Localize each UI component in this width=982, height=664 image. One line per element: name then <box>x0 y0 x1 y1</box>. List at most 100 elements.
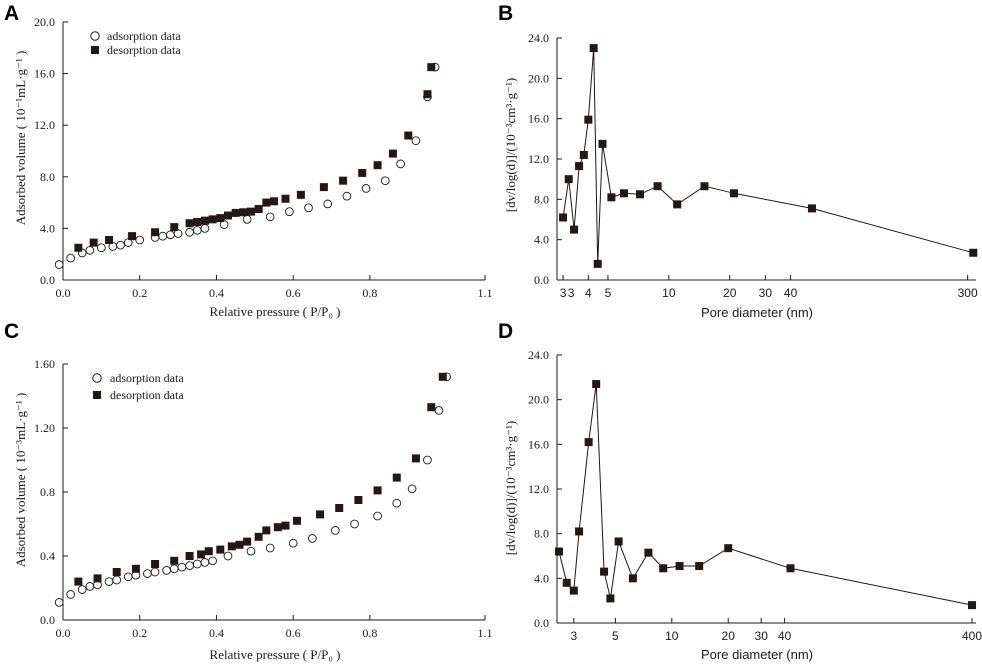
legend-label-adsorption: adsorption data <box>110 371 184 385</box>
y-tick-label: 0.0 <box>40 613 55 627</box>
x-tick-label: 4 <box>585 286 592 300</box>
y-axis-label: Adsorbed volume ( 10⁻¹mL·g⁻¹ ) <box>13 51 28 226</box>
x-tick-label: 0.2 <box>132 626 147 640</box>
data-point-desorption <box>316 510 325 519</box>
data-point-desorption <box>239 208 248 217</box>
data-point-desorption <box>151 560 160 568</box>
data-point-adsorption <box>407 484 417 494</box>
y-tick-label: 12.0 <box>528 482 549 496</box>
x-tick-label: 400 <box>962 629 982 643</box>
data-point-desorption <box>373 486 382 495</box>
data-point <box>673 200 682 209</box>
x-tick-label: 0.2 <box>132 286 147 300</box>
x-tick-label: 0.6 <box>286 286 301 300</box>
y-tick-label: 20.0 <box>528 71 549 85</box>
data-point-desorption <box>105 236 114 245</box>
data-point-adsorption <box>242 215 252 224</box>
plot-area: 0.0 4.0 8.0 12.0 16.0 20.0 0.0 0.2 0.4 0.6 0.8 1.1 <box>34 15 493 300</box>
y-tick-label: 12.0 <box>528 152 549 166</box>
data-point-adsorption <box>223 551 233 561</box>
x-tick-label: 1.1 <box>478 626 493 640</box>
legend-marker-adsorption <box>90 31 100 41</box>
data-point <box>589 44 598 53</box>
y-tick-label: 24.0 <box>528 348 549 362</box>
plot-area: 0.0 4.0 8.0 12.0 16.0 20.0 24.0 3 5 10 20 30 40 400 <box>528 348 982 643</box>
x-tick-label: 10 <box>662 286 676 300</box>
data-point-desorption <box>170 556 179 565</box>
data-point-desorption <box>392 473 401 482</box>
data-point-desorption <box>216 545 225 554</box>
data-point-adsorption <box>97 243 106 253</box>
data-point <box>968 601 977 610</box>
x-axis-label: Pore diameter (nm) <box>701 647 813 662</box>
data-point-adsorption <box>411 136 421 146</box>
data-point-desorption <box>131 564 140 573</box>
y-tick-label: 20.0 <box>34 15 55 29</box>
data-point-adsorption <box>323 199 333 209</box>
x-tick-label: 40 <box>778 629 792 643</box>
data-point-desorption <box>227 542 236 551</box>
panel-letter: C <box>4 320 19 343</box>
panel-d: D [dv/log(d)]/(10⁻³cm³·g⁻¹) Pore diamete… <box>498 320 982 662</box>
data-point-adsorption <box>143 569 152 578</box>
data-point-desorption <box>388 149 397 158</box>
data-point <box>675 562 684 571</box>
data-point-desorption <box>197 550 206 559</box>
data-point-adsorption <box>284 207 294 216</box>
y-tick-label: 24.0 <box>528 31 549 45</box>
data-point-desorption <box>223 211 232 220</box>
x-tick-label: 5 <box>612 629 619 643</box>
x-tick-label: 0.4 <box>209 626 224 640</box>
data-point <box>607 193 616 202</box>
series-line <box>562 48 974 264</box>
data-point-desorption <box>89 238 98 247</box>
data-point-adsorption <box>116 240 125 250</box>
data-point-desorption <box>112 568 121 576</box>
data-point-desorption <box>404 131 413 140</box>
legend-marker-desorption <box>93 391 101 399</box>
data-point-adsorption <box>434 406 444 415</box>
data-point-desorption <box>93 574 102 583</box>
panel-letter: B <box>498 2 513 25</box>
data-point <box>575 527 584 536</box>
data-point <box>969 248 978 257</box>
x-tick-label: 3 <box>560 286 567 300</box>
y-tick-label: 1.20 <box>34 421 55 435</box>
data-point-adsorption <box>380 176 390 186</box>
data-point-desorption <box>373 161 382 170</box>
y-tick-label: 1.60 <box>34 357 55 371</box>
data-point-adsorption <box>135 235 145 245</box>
data-point-adsorption <box>112 575 122 585</box>
data-point-desorption <box>262 198 271 207</box>
data-point-desorption <box>74 577 83 586</box>
data-point <box>700 182 709 191</box>
data-point-adsorption <box>123 572 133 582</box>
x-tick-label: 300 <box>958 286 978 300</box>
data-point-adsorption <box>308 534 317 543</box>
data-point-desorption <box>354 496 363 504</box>
data-point <box>592 380 601 389</box>
data-point <box>786 564 795 573</box>
data-point-desorption <box>438 372 447 381</box>
data-point-desorption <box>128 232 137 241</box>
data-point <box>559 213 568 222</box>
data-point <box>635 190 644 199</box>
data-point-adsorption <box>373 511 382 521</box>
data-point-desorption <box>235 540 244 549</box>
data-point <box>570 225 579 234</box>
data-point-adsorption <box>66 590 76 599</box>
data-point-adsorption <box>423 455 432 465</box>
data-point-adsorption <box>331 526 340 535</box>
data-point-adsorption <box>185 227 194 237</box>
data-point-desorption <box>273 523 282 532</box>
panel-b: B [dv/log(d)]/(10⁻³cm³·g⁻¹) Pore diamete… <box>498 2 978 320</box>
x-tick-label: 0.0 <box>56 626 71 640</box>
data-point <box>695 562 704 571</box>
data-point-desorption <box>193 217 202 226</box>
panel-c: C Adsorbed volume ( 10⁻³mL·g⁻¹ ) Relativ… <box>4 320 493 662</box>
data-point-adsorption <box>304 203 313 213</box>
data-point <box>598 139 607 148</box>
data-point-adsorption <box>246 546 256 556</box>
data-point <box>644 548 653 557</box>
